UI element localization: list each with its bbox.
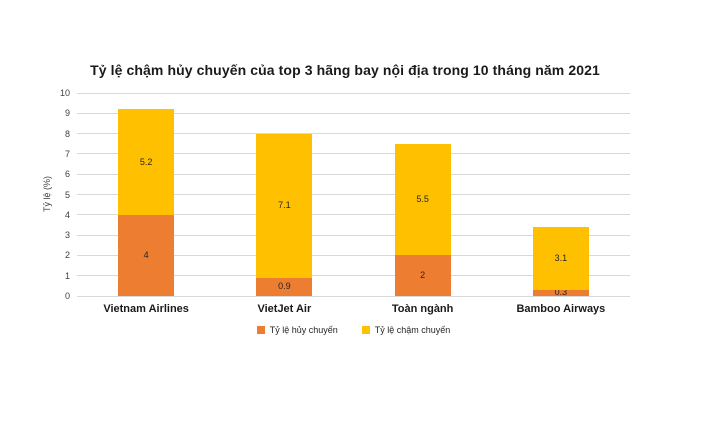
bar-stack: 2 5.5: [394, 143, 451, 296]
bar-value-label: 7.1: [278, 200, 291, 211]
y-tick-label: 0: [64, 291, 70, 301]
legend-label: Tỷ lệ hủy chuyến: [269, 325, 338, 335]
bar-segment: 0.3: [532, 287, 589, 298]
bar-value-label: 0.9: [278, 281, 291, 292]
bar-value-label: 4: [143, 249, 149, 260]
category-label: Toàn ngành: [391, 303, 454, 315]
legend-item: Tỷ lệ chậm chuyến: [361, 325, 451, 335]
bar-value-label: 5.2: [139, 156, 153, 167]
y-tick-label: 5: [64, 189, 70, 200]
y-tick-label: 8: [64, 128, 70, 139]
bar-stack: 4 5.2: [118, 109, 175, 296]
category-label: VietJet Air: [257, 303, 312, 315]
bar-value-label: 3.1: [554, 252, 568, 263]
gridline: [77, 254, 630, 256]
gridline: [77, 295, 630, 297]
legend-swatch: [256, 326, 265, 334]
gridline: [77, 153, 630, 155]
category-label: Bamboo Airways: [516, 303, 606, 315]
bar-value-label: 0.3: [554, 287, 568, 298]
legend: Tỷ lệ hủy chuyến Tỷ lệ chậm chuyến: [77, 325, 630, 335]
y-tick-label: 7: [64, 148, 70, 159]
y-tick-label: 3: [64, 230, 70, 241]
gridline: [77, 133, 630, 135]
category-label: Vietnam Airlines: [103, 303, 189, 315]
y-tick-label: 2: [64, 250, 70, 261]
y-tick-label: 10: [59, 88, 70, 98]
legend-swatch: [361, 326, 370, 334]
y-tick-label: 9: [64, 108, 70, 119]
gridline: [77, 275, 630, 277]
gridline: [77, 214, 630, 216]
bar-segment: 7.1: [256, 133, 313, 278]
gridline: [77, 234, 630, 236]
legend-item: Tỷ lệ hủy chuyến: [256, 325, 338, 335]
y-tick-label: 1: [64, 270, 70, 281]
gridline: [77, 194, 630, 195]
bar-segment: 4: [118, 214, 175, 296]
plot-area: 4 5.2 0.9 7.1 2 5.5 0.3 3.1: [77, 92, 630, 298]
legend-label: Tỷ lệ chậm chuyến: [374, 325, 451, 335]
bar-value-label: 5.5: [416, 194, 429, 205]
bar-segment: 5.2: [118, 109, 175, 215]
bar-segment: 0.9: [256, 277, 313, 296]
gridline: [77, 173, 630, 175]
chart-title: Tỷ lệ chậm hủy chuyến của top 3 hãng bay…: [90, 62, 600, 78]
gridline: [77, 112, 630, 114]
bar-stack: 0.3 3.1: [532, 227, 589, 298]
bar-value-label: 2: [420, 270, 426, 281]
bar-segment: 5.5: [394, 143, 451, 256]
gridline: [77, 92, 630, 94]
bar-segment: 2: [394, 255, 451, 296]
y-tick-label: 4: [64, 209, 70, 220]
y-tick-label: 6: [64, 169, 70, 180]
bar-segment: 3.1: [532, 227, 589, 290]
bar-stack: 0.9 7.1: [256, 133, 313, 296]
